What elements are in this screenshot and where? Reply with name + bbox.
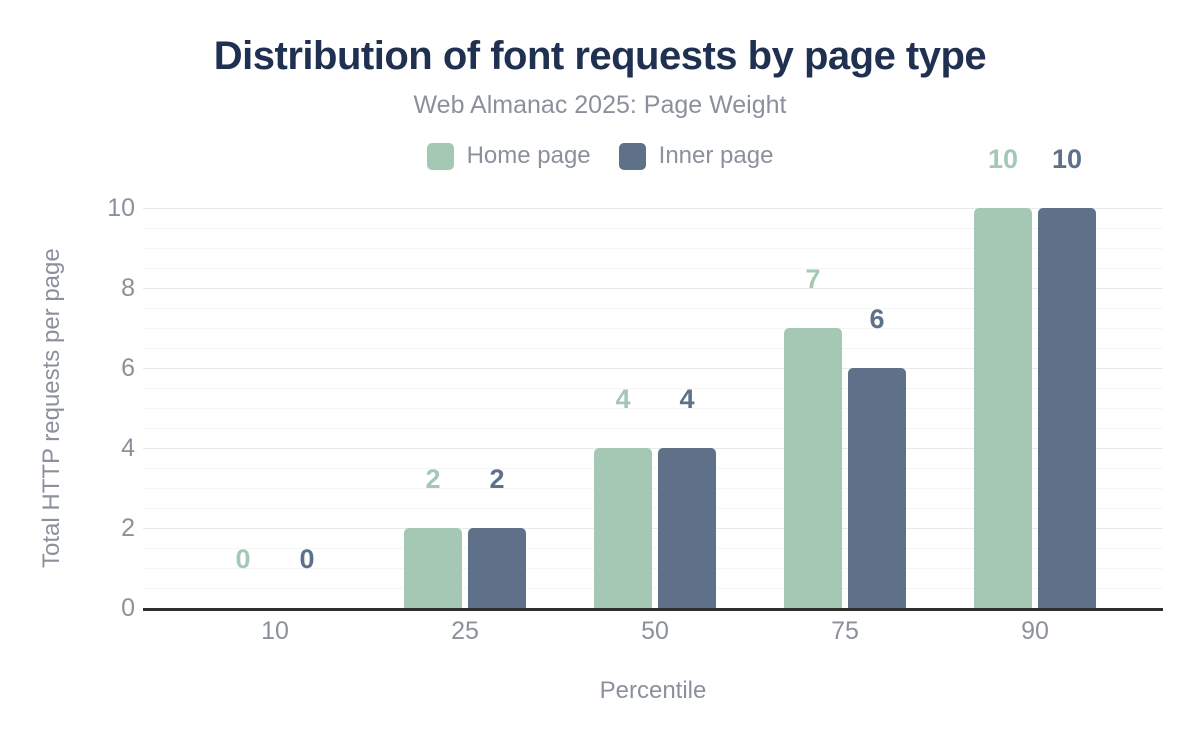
- bar-home-page-p50: [594, 448, 652, 608]
- x-tick-label: 50: [641, 617, 669, 645]
- bar-value-label: 0: [299, 544, 315, 574]
- bar-value-label: 4: [679, 384, 695, 414]
- plot-area: 0 0 2 2 4 4 7 6 10 10: [143, 144, 1163, 611]
- bar-inner-page-p50: [658, 448, 716, 608]
- bar-inner-page-p25: [468, 528, 526, 608]
- y-tick-label: 6: [121, 354, 135, 382]
- chart-title: Distribution of font requests by page ty…: [213, 34, 987, 78]
- y-tick-label: 10: [107, 194, 135, 222]
- legend-label: Inner page: [658, 142, 774, 169]
- legend-item-inner-page[interactable]: Inner page: [618, 142, 774, 170]
- bar-value-label: 10: [1051, 144, 1083, 174]
- x-tick-label: 90: [1021, 617, 1049, 645]
- y-axis-title: Total HTTP requests per page: [38, 248, 65, 568]
- legend-swatch-icon: [618, 142, 646, 170]
- bar-value-label: 2: [489, 464, 505, 494]
- bar-value-label: 6: [869, 304, 885, 334]
- y-tick-label: 2: [121, 514, 135, 542]
- bar-inner-page-p75: [848, 368, 906, 608]
- x-axis-title: Percentile: [599, 677, 707, 704]
- bar-value-label: 2: [425, 464, 441, 494]
- y-tick-label: 4: [121, 434, 135, 462]
- bar-value-label: 0: [235, 544, 251, 574]
- bar-home-page-p25: [404, 528, 462, 608]
- x-tick-label: 10: [261, 617, 289, 645]
- legend-label: Home page: [466, 142, 591, 169]
- bar-inner-page-p90: [1038, 208, 1096, 608]
- bar-home-page-p90: [974, 208, 1032, 608]
- legend-swatch-icon: [426, 142, 454, 170]
- legend-item-home-page[interactable]: Home page: [426, 142, 591, 170]
- bar-value-label: 4: [615, 384, 631, 414]
- bar-value-label: 7: [805, 264, 821, 294]
- x-tick-label: 75: [831, 617, 859, 645]
- legend: Home page Inner page: [0, 141, 1200, 171]
- y-tick-label: 0: [121, 594, 135, 622]
- bar-home-page-p75: [784, 328, 842, 608]
- chart-subtitle: Web Almanac 2025: Page Weight: [413, 91, 787, 119]
- x-tick-label: 25: [451, 617, 479, 645]
- y-tick-label: 8: [121, 274, 135, 302]
- bar-value-label: 10: [987, 144, 1019, 174]
